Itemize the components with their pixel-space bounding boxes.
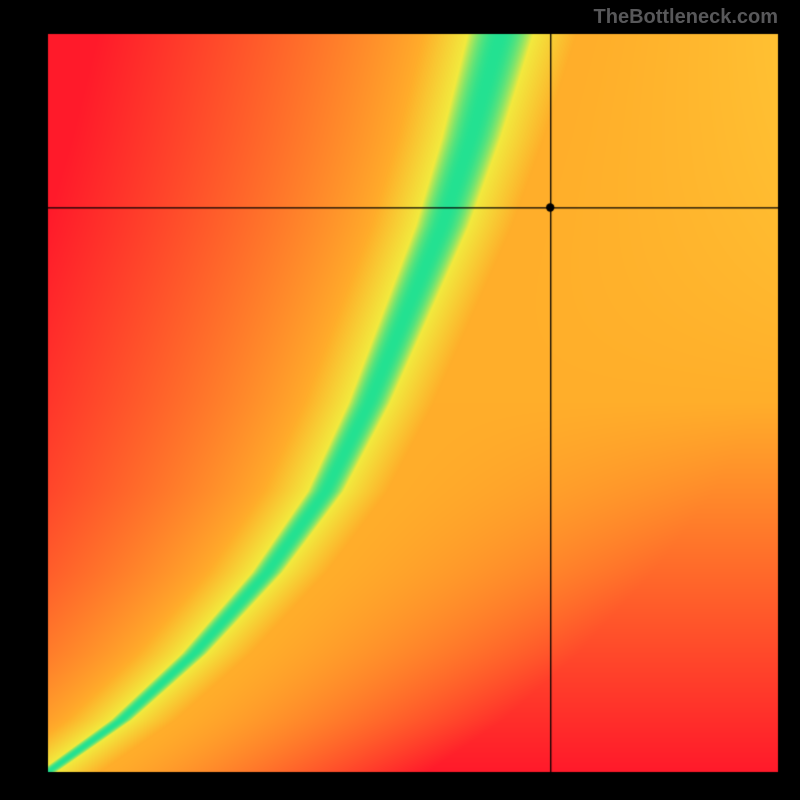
bottleneck-heatmap: [0, 0, 800, 800]
watermark-text: TheBottleneck.com: [594, 6, 778, 29]
